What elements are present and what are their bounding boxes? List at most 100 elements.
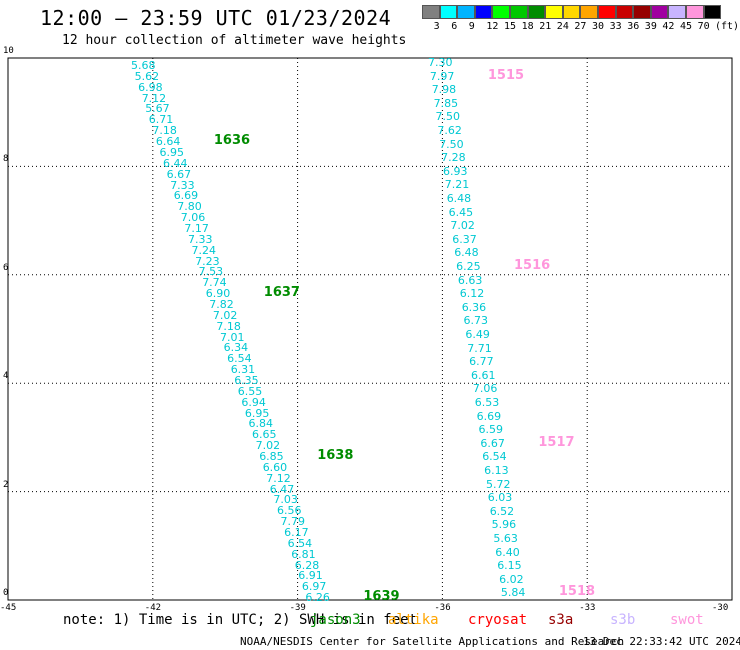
wave-height-value: 6.56 [277, 504, 302, 518]
wave-height-value: 6.67 [166, 167, 192, 181]
y-tick-label: 6 [3, 262, 9, 273]
legend-swatch [527, 5, 546, 19]
wave-height-value: 6.15 [497, 559, 522, 573]
legend-swatch [633, 5, 651, 19]
wave-height-value: 6.77 [469, 355, 494, 369]
wave-height-value: 7.06 [180, 211, 206, 224]
wave-height-value: 7.01 [220, 330, 245, 344]
wave-height-value: 7.82 [209, 297, 234, 311]
wave-height-value: 6.71 [148, 113, 174, 127]
x-tick-label: -36 [434, 603, 451, 613]
wave-height-value: 6.59 [478, 423, 504, 437]
wave-height-value: 7.17 [184, 221, 209, 235]
wave-height-value: 7.50 [435, 110, 461, 124]
wave-height-value: 6.53 [474, 396, 500, 409]
wave-height-value: 6.65 [252, 428, 277, 442]
pass-time-label: 1516 [514, 258, 551, 273]
legend-tick-label: 12 [486, 21, 499, 32]
wave-height-value: 7.02 [212, 308, 238, 322]
y-tick-label: 8 [3, 154, 9, 165]
legend-unit: (ft) [715, 21, 740, 32]
wave-height-value: 6.48 [454, 246, 479, 260]
wave-height-value: 7.12 [141, 91, 167, 105]
wave-height-value: 7.21 [444, 178, 470, 192]
wave-height-value: 6.03 [487, 491, 513, 505]
wave-height-value: 7.80 [177, 200, 202, 214]
wave-height-value: 6.45 [448, 205, 474, 219]
legend-swatch [439, 5, 458, 19]
wave-height-value: 6.97 [301, 580, 327, 594]
pass-time-label: 1639 [363, 589, 400, 605]
legend-tick-label: 36 [627, 21, 640, 32]
wave-height-value: 6.54 [287, 536, 313, 550]
generation-timestamp: 13 Dec 22:33:42 UTC 2024 [583, 635, 740, 648]
wave-height-value: 7.33 [170, 178, 195, 192]
wave-height-value: 5.63 [493, 532, 518, 545]
legend-swatch [703, 5, 722, 19]
legend-tick-label: 33 [609, 21, 622, 32]
wave-height-value: 6.47 [269, 482, 295, 496]
wave-height-value: 5.72 [486, 477, 511, 491]
wave-height-value: 6.44 [163, 156, 188, 170]
wave-height-value: 7.28 [441, 151, 466, 165]
wave-height-value: 6.37 [452, 232, 477, 246]
legend-swatch [457, 5, 475, 19]
credit-line: NOAA/NESDIS Center for Satellite Applica… [240, 635, 625, 648]
chart-title: 12:00 – 23:59 UTC 01/23/2024 [40, 6, 392, 30]
wave-height-value: 7.50 [439, 137, 464, 151]
wave-height-value: 6.69 [476, 409, 502, 423]
y-tick-label: 0 [3, 588, 9, 598]
wave-height-value: 6.13 [484, 464, 509, 477]
wave-height-value: 7.12 [266, 471, 291, 485]
wave-height-value: 7.24 [191, 243, 217, 257]
pass-time-label: 1518 [558, 584, 596, 600]
legend-tick-label: 24 [556, 21, 569, 32]
wave-height-value: 5.84 [500, 586, 526, 600]
legend-swatch [422, 5, 440, 19]
wave-height-value: 6.52 [489, 504, 515, 518]
legend-swatch [686, 5, 704, 19]
legend-swatch [615, 5, 634, 19]
wave-height-value: 6.93 [443, 164, 468, 178]
wave-height-value: 6.17 [284, 526, 309, 539]
wave-height-value: 7.79 [280, 515, 306, 529]
wave-height-value: 6.64 [155, 135, 181, 148]
wave-height-value: 7.30 [428, 56, 453, 69]
wave-height-value: 6.81 [291, 547, 316, 561]
wave-height-value: 6.61 [471, 368, 496, 382]
satellite-label-altika: altika [388, 612, 439, 628]
legend-swatch [598, 5, 616, 19]
wave-height-value: 6.12 [459, 287, 485, 301]
legend-tick-label: 15 [504, 21, 517, 32]
wave-height-value: 7.74 [202, 276, 227, 290]
y-tick-label: 4 [3, 371, 9, 382]
satellite-label-jason3: jason3 [310, 612, 361, 628]
legend-swatch [492, 5, 510, 19]
wave-height-value: 6.94 [241, 395, 266, 409]
wave-height-value: 6.73 [463, 314, 489, 328]
pass-time-label: 1638 [317, 448, 354, 463]
satellite-label-swot: swot [670, 612, 704, 628]
color-scale-legend: 3 6 9 12 15 18 21 24 27 30 33 36 39 42 45 70 (ft) [0, 0, 740, 40]
wave-height-value: 6.35 [234, 373, 259, 387]
wave-height-value: 7.33 [188, 232, 213, 246]
legend-swatch [545, 5, 563, 19]
wave-height-value: 7.18 [216, 319, 241, 333]
wave-height-value: 5.68 [131, 59, 156, 72]
pass-time-label: 1637 [263, 285, 300, 301]
wave-height-value: 7.62 [437, 124, 462, 137]
wave-height-value: 6.40 [495, 545, 520, 559]
y-tick-label: 10 [3, 46, 14, 56]
wave-height-value: 6.95 [159, 145, 185, 159]
wave-height-value: 7.53 [198, 265, 224, 279]
wave-height-value: 7.85 [433, 96, 459, 110]
legend-tick-label: 3 [433, 21, 440, 32]
legend-tick-label: 45 [680, 21, 693, 32]
pass-time-label: 1636 [213, 133, 251, 148]
wave-height-value: 7.18 [152, 124, 177, 138]
wave-height-value: 6.85 [259, 450, 284, 463]
wave-height-value: 7.02 [450, 219, 475, 233]
wave-height-value: 6.54 [482, 450, 507, 464]
wave-height-value: 6.36 [461, 300, 487, 314]
satellite-label-s3a: s3a [548, 612, 574, 628]
